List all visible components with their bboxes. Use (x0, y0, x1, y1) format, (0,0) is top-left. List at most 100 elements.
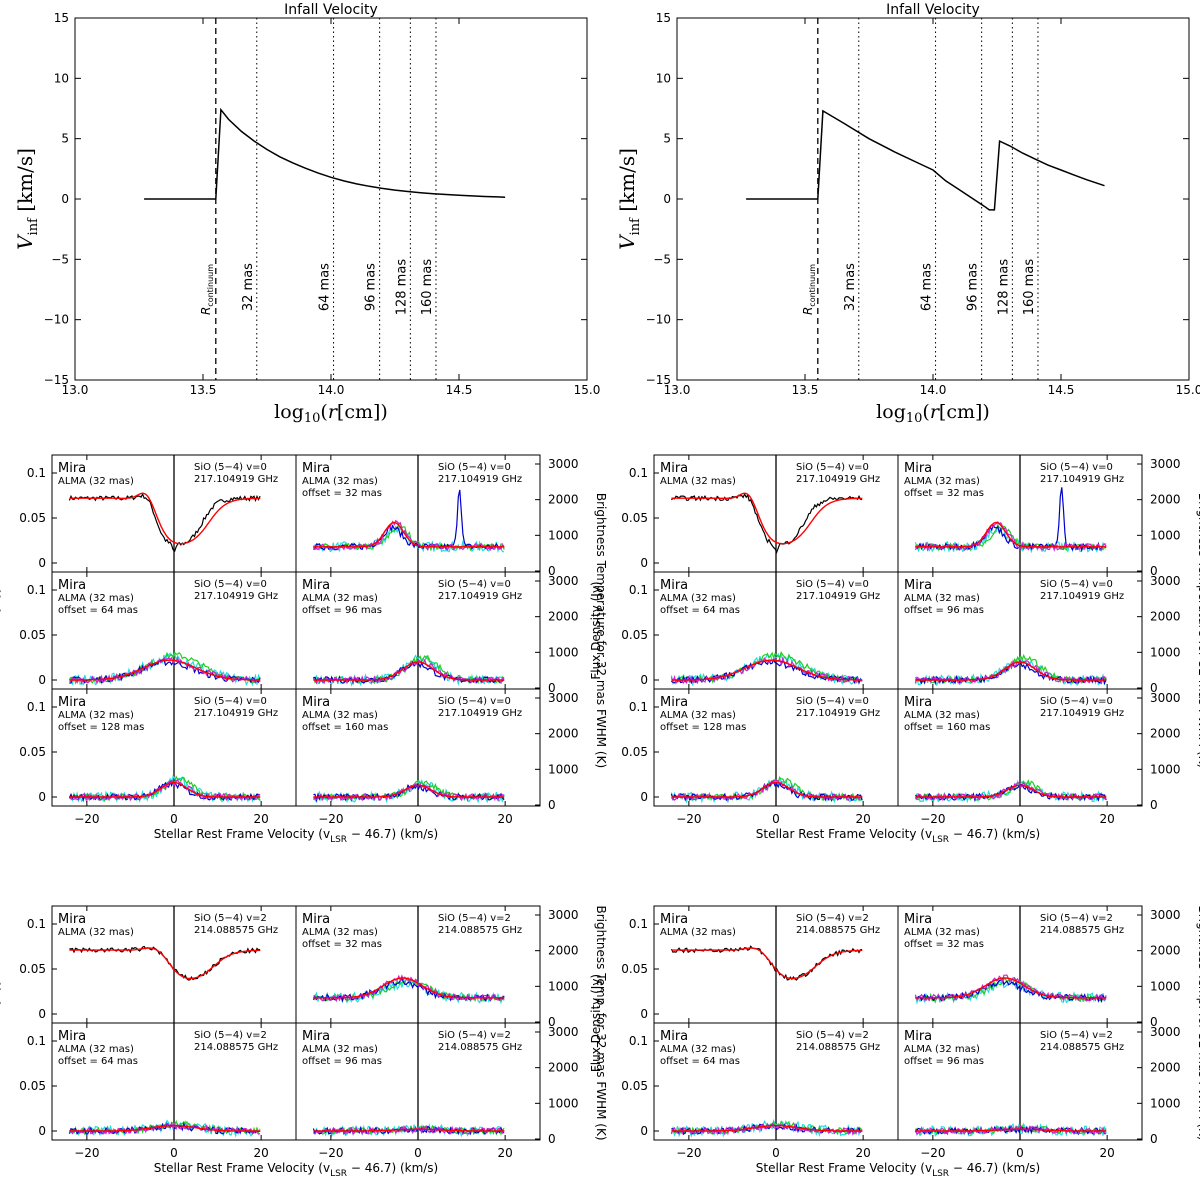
y-tick-label: 5 (663, 132, 671, 146)
right-tick-label: 1000 (1150, 1096, 1181, 1110)
frequency-label: 217.104919 GHz (194, 708, 278, 719)
x-tick-label: 20 (254, 1146, 269, 1160)
offset-label: offset = 96 mas (904, 605, 984, 616)
y-tick-label: −15 (44, 373, 69, 387)
instrument-label: ALMA (32 mas) (302, 476, 378, 487)
observed-spectrum (670, 492, 863, 554)
observed-spectrum-magenta (313, 974, 505, 1003)
instrument-label: ALMA (32 mas) (660, 593, 736, 604)
model-spectrum (69, 947, 261, 980)
y-tick-label: 0.05 (19, 511, 46, 525)
right-tick-label: 3000 (1150, 691, 1181, 705)
observed-spectrum (68, 492, 261, 553)
offset-label: offset = 32 mas (302, 939, 382, 950)
y-tick-label: 0.1 (629, 1034, 648, 1048)
brightness-temperature-label: Brightness Temp. for 32 mas FWHM (K) (1196, 905, 1200, 1140)
model-spectrum (671, 1124, 863, 1132)
flux-density-label: Flux Density (Jy) (0, 974, 1, 1072)
x-tick-label: 14.5 (446, 383, 473, 397)
offset-label: offset = 160 mas (302, 722, 388, 733)
right-tick-label: 1000 (548, 528, 579, 542)
line-label: SiO (5−4) v=0 (194, 579, 267, 590)
line-label: SiO (5−4) v=2 (194, 913, 267, 924)
line-label: SiO (5−4) v=0 (1040, 462, 1113, 473)
offset-line-label: 96 mas (966, 263, 981, 311)
x-tick-label: 15.0 (574, 383, 601, 397)
instrument-label: ALMA (32 mas) (302, 1044, 378, 1055)
y-tick-label: 0.1 (629, 583, 648, 597)
right-tick-label: 2000 (548, 1061, 579, 1075)
y-tick-label: 0 (640, 1124, 648, 1138)
right-tick-label: 0 (1150, 681, 1158, 695)
x-tick-label: 20 (856, 1146, 871, 1160)
instrument-label: ALMA (32 mas) (660, 476, 736, 487)
x-tick-label: 13.5 (792, 383, 819, 397)
source-label: Mira (58, 695, 86, 710)
line-label: SiO (5−4) v=2 (194, 1030, 267, 1041)
offset-line-label: 96 mas (364, 263, 379, 311)
x-tick-label: −20 (920, 812, 945, 826)
line-label: SiO (5−4) v=0 (438, 579, 511, 590)
offset-line-label: 160 mas (1022, 259, 1037, 316)
y-tick-label: 10 (656, 71, 671, 85)
source-label: Mira (302, 695, 330, 710)
x-tick-label: 20 (856, 812, 871, 826)
right-tick-label: 3000 (548, 908, 579, 922)
model-spectrum (671, 947, 863, 980)
right-tick-label: 1000 (1150, 528, 1181, 542)
instrument-label: ALMA (32 mas) (904, 476, 980, 487)
instrument-label: ALMA (32 mas) (660, 710, 736, 721)
right-tick-label: 3000 (1150, 908, 1181, 922)
instrument-label: ALMA (32 mas) (58, 476, 134, 487)
frequency-label: 214.088575 GHz (438, 925, 522, 936)
source-label: Mira (58, 461, 86, 476)
frequency-label: 214.088575 GHz (1040, 1042, 1124, 1053)
y-tick-label: −5 (653, 252, 671, 266)
model-spectrum (313, 521, 505, 548)
y-tick-label: 0 (38, 790, 46, 804)
x-tick-label: 15.0 (1176, 383, 1200, 397)
x-tick-label: −20 (318, 812, 343, 826)
brightness-temperature-label: Brightness Temp. for 32 mas FWHM (K) (594, 905, 608, 1140)
spectra-x-label: Stellar Rest Frame Velocity (vLSR − 46.7… (154, 827, 439, 845)
frequency-label: 217.104919 GHz (796, 591, 880, 602)
y-tick-label: 15 (54, 11, 69, 25)
source-label: Mira (904, 1029, 932, 1044)
observed-spectrum-blue (670, 658, 863, 685)
right-tick-label: 1000 (548, 645, 579, 659)
x-tick-label: 20 (254, 812, 269, 826)
y-tick-label: 0.1 (629, 466, 648, 480)
y-tick-label: 0.05 (621, 962, 648, 976)
model-spectrum (915, 784, 1107, 798)
offset-label: offset = 96 mas (904, 1056, 984, 1067)
right-tick-label: 0 (1150, 1132, 1158, 1146)
observed-spectrum-magenta (68, 779, 261, 803)
model-spectrum (69, 659, 261, 681)
x-axis-label: log10(r[cm]) (876, 401, 990, 426)
frequency-label: 217.104919 GHz (796, 708, 880, 719)
y-tick-label: −15 (646, 373, 671, 387)
model-spectrum (671, 781, 863, 798)
y-tick-label: 0.1 (27, 1034, 46, 1048)
offset-label: offset = 128 mas (660, 722, 746, 733)
y-tick-label: 0.05 (19, 962, 46, 976)
right-tick-label: 1000 (1150, 979, 1181, 993)
instrument-label: ALMA (32 mas) (302, 710, 378, 721)
y-tick-label: 5 (61, 132, 69, 146)
infall-panel-right: Infall Velocity 13.0 13.5 14.0 14.5 15.0 −15 −1… (615, 2, 1200, 426)
frequency-label: 217.104919 GHz (796, 474, 880, 485)
x-tick-label: 20 (1100, 812, 1115, 826)
offset-line-label: 32 mas (241, 263, 256, 311)
continuum-label: Rcontinuum (199, 264, 215, 315)
offset-line-label: 32 mas (843, 263, 858, 311)
y-tick-label: −10 (44, 313, 69, 327)
right-tick-label: 2000 (1150, 1061, 1181, 1075)
y-axis-label: Vinf [km/s] (615, 148, 643, 250)
right-tick-label: 3000 (1150, 1025, 1181, 1039)
right-tick-label: 1000 (548, 762, 579, 776)
offset-line-label: 128 mas (394, 259, 409, 316)
right-tick-label: 2000 (1150, 610, 1181, 624)
offset-line-label: 160 mas (420, 259, 435, 316)
